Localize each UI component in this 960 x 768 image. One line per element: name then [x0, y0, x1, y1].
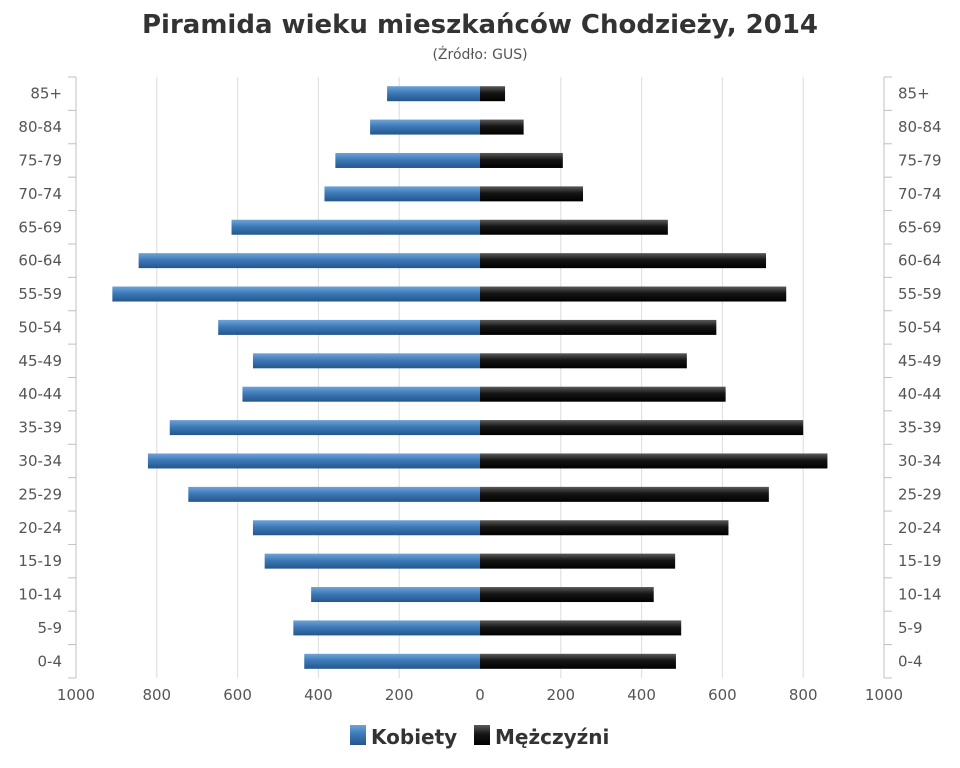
- y-tick-label-right: 40-44: [898, 385, 942, 403]
- y-tick-label-left: 5-9: [38, 619, 63, 637]
- y-tick-label-left: 0-4: [38, 652, 63, 670]
- y-tick-label-right: 70-74: [898, 185, 942, 203]
- y-tick-label-left: 55-59: [18, 285, 62, 303]
- bar-kobiety-0: [387, 86, 480, 102]
- y-tick-label-right: 35-39: [898, 419, 942, 437]
- bar-mezczyzni-12: [480, 486, 769, 502]
- x-tick-label: 0: [475, 686, 485, 704]
- y-tick-label-right: 45-49: [898, 352, 942, 370]
- bar-kobiety-9: [242, 386, 480, 402]
- bar-mezczyzni-9: [480, 386, 726, 402]
- bar-mezczyzni-3: [480, 186, 584, 202]
- y-tick-label-left: 25-29: [18, 485, 62, 503]
- x-tick-label: 800: [789, 686, 818, 704]
- y-tick-label-right: 55-59: [898, 285, 942, 303]
- bar-kobiety-11: [147, 453, 481, 469]
- y-tick-label-left: 70-74: [18, 185, 62, 203]
- y-tick-label-right: 20-24: [898, 519, 942, 537]
- y-tick-label-left: 75-79: [18, 151, 62, 169]
- bar-kobiety-15: [311, 587, 480, 603]
- y-tick-label-left: 60-64: [18, 252, 62, 270]
- bars: [112, 86, 828, 669]
- y-axis-labels-right: 85+ 80-84 75-79 70-74 65-69 60-64 55-59 50-54 45…: [898, 85, 942, 671]
- bar-mezczyzni-8: [480, 353, 687, 369]
- bar-kobiety-17: [304, 653, 480, 669]
- y-tick-label-right: 30-34: [898, 452, 942, 470]
- legend-label-kobiety: Kobiety: [371, 725, 457, 749]
- y-tick-label-left: 80-84: [18, 118, 62, 136]
- bar-mezczyzni-17: [480, 653, 676, 669]
- axes: [68, 76, 892, 679]
- bar-kobiety-2: [335, 152, 480, 168]
- x-tick-label: 600: [223, 686, 252, 704]
- bar-mezczyzni-13: [480, 520, 729, 536]
- bar-mezczyzni-14: [480, 553, 676, 569]
- legend-swatch-mezczyzni: [474, 725, 490, 745]
- y-axis-labels-left: 85+ 80-84 75-79 70-74 65-69 60-64 55-59 50-54 45…: [18, 85, 62, 671]
- bar-kobiety-8: [252, 353, 480, 369]
- bar-kobiety-12: [188, 486, 480, 502]
- y-tick-label-left: 65-69: [18, 218, 62, 236]
- bar-kobiety-16: [293, 620, 480, 636]
- y-tick-label-right: 25-29: [898, 485, 942, 503]
- chart-subtitle: (Źródło: GUS): [432, 45, 527, 63]
- bar-mezczyzni-4: [480, 219, 668, 235]
- y-tick-label-right: 50-54: [898, 318, 942, 336]
- bar-mezczyzni-16: [480, 620, 682, 636]
- x-tick-label: 1000: [865, 686, 903, 704]
- bar-mezczyzni-2: [480, 152, 563, 168]
- x-tick-label: 600: [708, 686, 737, 704]
- x-tick-label: 200: [546, 686, 575, 704]
- y-tick-label-right: 85+: [898, 85, 930, 103]
- bar-mezczyzni-10: [480, 420, 804, 436]
- y-tick-label-left: 45-49: [18, 352, 62, 370]
- x-tick-label: 200: [385, 686, 414, 704]
- x-tick-label: 800: [142, 686, 171, 704]
- y-tick-label-left: 40-44: [18, 385, 62, 403]
- x-tick-label: 400: [304, 686, 333, 704]
- bar-kobiety-14: [264, 553, 480, 569]
- bar-kobiety-3: [324, 186, 480, 202]
- y-tick-label-left: 30-34: [18, 452, 62, 470]
- bar-kobiety-6: [112, 286, 481, 302]
- y-tick-label-right: 10-14: [898, 586, 942, 604]
- y-tick-label-right: 60-64: [898, 252, 942, 270]
- y-tick-label-left: 20-24: [18, 519, 62, 537]
- y-tick-label-right: 5-9: [898, 619, 923, 637]
- bar-mezczyzni-15: [480, 587, 654, 603]
- x-tick-label: 1000: [57, 686, 95, 704]
- bar-mezczyzni-11: [480, 453, 828, 469]
- y-tick-label-left: 15-19: [18, 552, 62, 570]
- bar-kobiety-13: [252, 520, 480, 536]
- y-tick-label-right: 15-19: [898, 552, 942, 570]
- bar-kobiety-10: [169, 420, 480, 436]
- bar-mezczyzni-0: [480, 86, 506, 102]
- y-tick-label-right: 65-69: [898, 218, 942, 236]
- bar-mezczyzni-6: [480, 286, 787, 302]
- y-tick-label-left: 85+: [30, 85, 62, 103]
- y-tick-label-left: 10-14: [18, 586, 62, 604]
- bar-kobiety-5: [138, 253, 480, 269]
- chart-title: Piramida wieku mieszkańców Chodzieży, 20…: [142, 10, 818, 40]
- bar-kobiety-4: [231, 219, 480, 235]
- y-tick-label-left: 50-54: [18, 318, 62, 336]
- bar-mezczyzni-5: [480, 253, 767, 269]
- bar-kobiety-7: [218, 319, 480, 335]
- grid-lines: [156, 77, 804, 678]
- y-tick-label-right: 0-4: [898, 652, 923, 670]
- legend: Kobiety Mężczyźni: [350, 725, 609, 749]
- legend-label-mezczyzni: Mężczyźni: [495, 725, 609, 749]
- x-tick-label: 400: [627, 686, 656, 704]
- bar-mezczyzni-7: [480, 319, 717, 335]
- y-tick-label-right: 75-79: [898, 151, 942, 169]
- y-tick-label-left: 35-39: [18, 419, 62, 437]
- x-axis-labels: 1000 800 600 400 200 0 200 400 600 800 1000: [57, 686, 903, 704]
- bar-kobiety-1: [370, 119, 480, 135]
- bar-mezczyzni-1: [480, 119, 524, 135]
- legend-swatch-kobiety: [350, 725, 366, 745]
- y-tick-label-right: 80-84: [898, 118, 942, 136]
